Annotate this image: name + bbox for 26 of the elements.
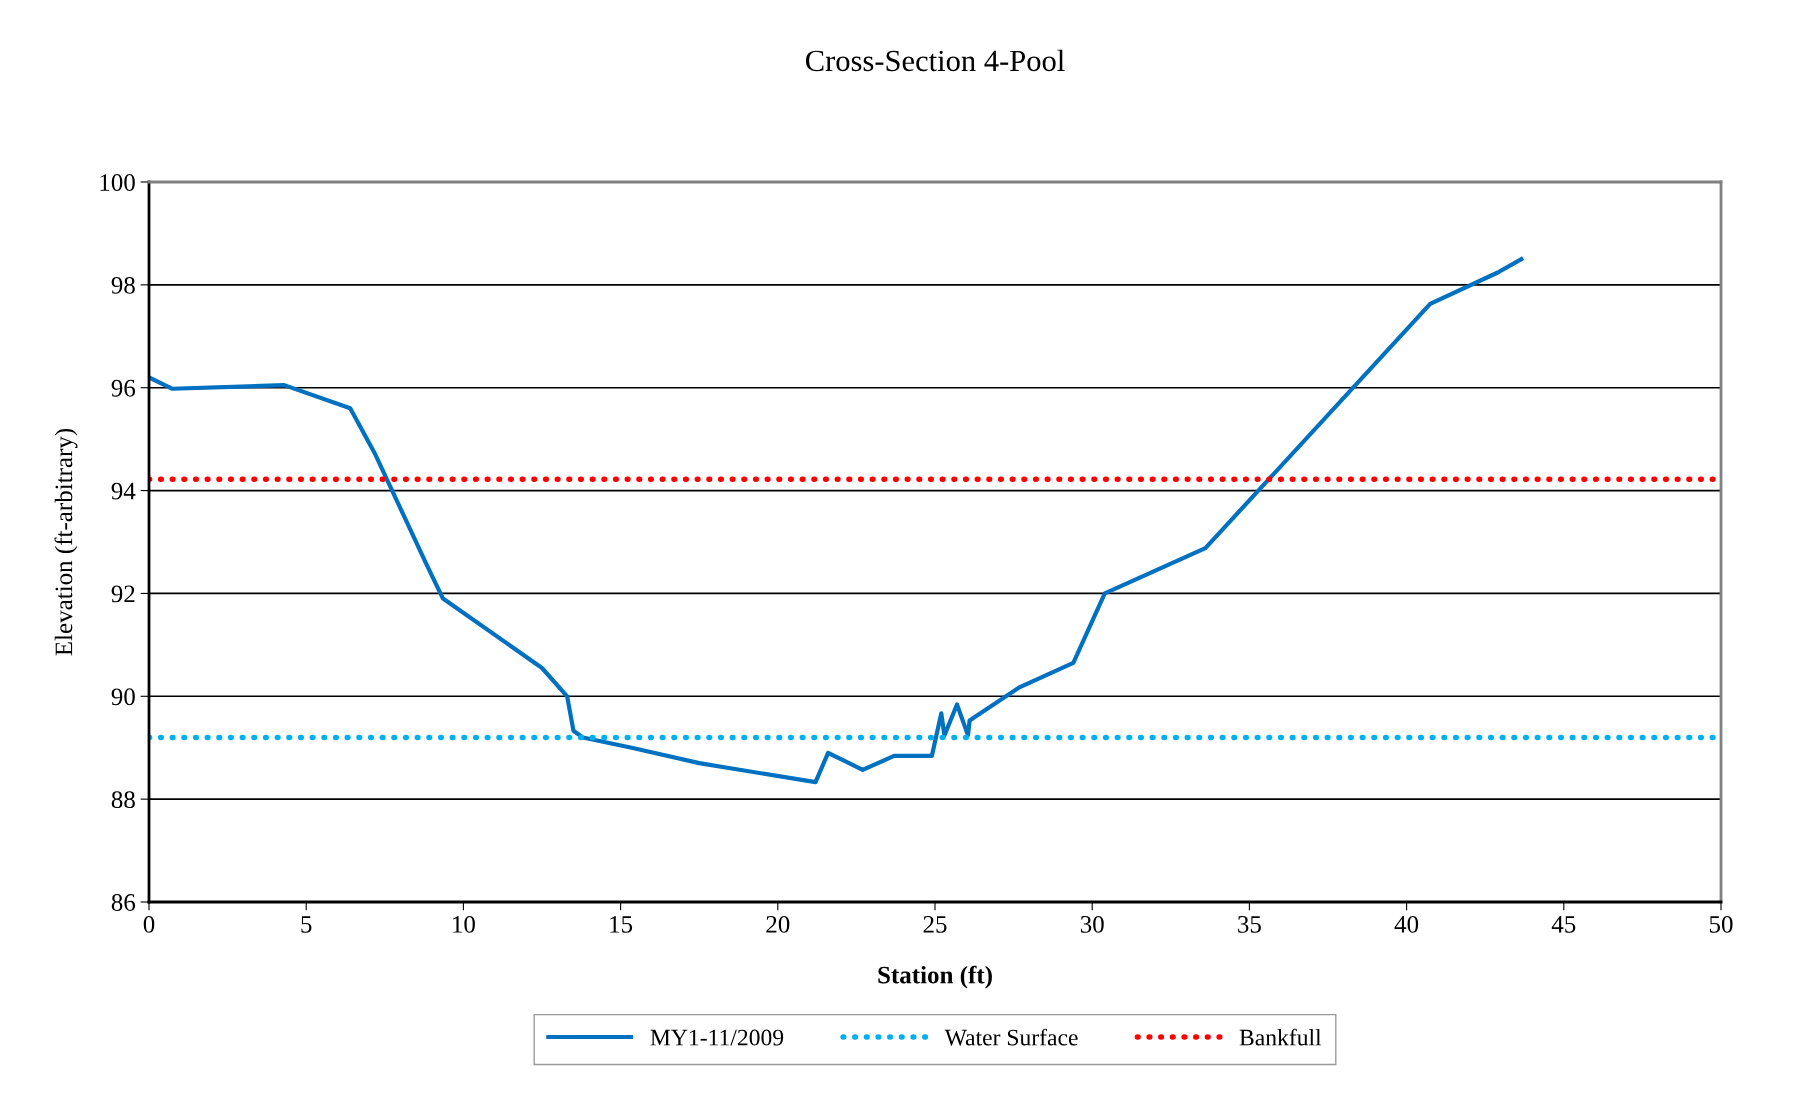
y-tick-label: 90 [111,688,135,706]
x-tick-label: 40 [1394,915,1419,933]
y-tick-label: 98 [111,276,135,294]
x-axis-title: Station (ft) [878,965,992,989]
line-series [149,257,1524,785]
x-tick-label: 20 [766,915,790,933]
x-tick-label: 0 [143,915,155,933]
chart-title: Cross-Section 4-Pool [805,49,1065,72]
x-tick-label: 25 [923,915,947,933]
x-tick-label: 15 [610,916,633,933]
x-tick-label: 30 [1080,915,1104,933]
x-tick-label: 35 [1238,915,1261,933]
y-tick-label: 94 [111,482,136,500]
legend-label: MY1-11/2009 [650,1029,784,1046]
y-tick-label: 86 [111,894,136,911]
x-tick-label: 50 [1709,915,1733,933]
y-tick-label: 92 [111,585,135,603]
x-tick-label: 45 [1551,916,1576,933]
y-tick-label: 96 [111,379,136,397]
y-axis-title: Elevation (ft-arbitrary) [54,428,78,656]
legend-label: Bankfull [1239,1028,1322,1046]
y-tick-label: 100 [100,174,135,191]
legend-label: Water Surface [944,1028,1078,1046]
x-tick-label: 10 [453,915,475,933]
y-tick-label: 88 [111,791,135,809]
x-tick-label: 5 [301,916,312,933]
